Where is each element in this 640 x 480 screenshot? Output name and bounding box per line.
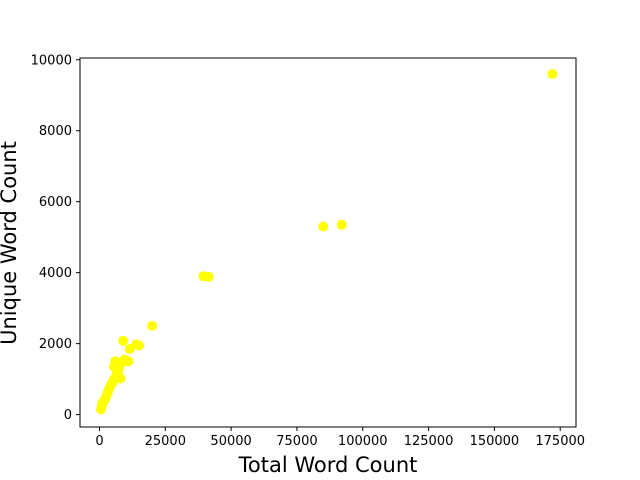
- y-axis-label: Unique Word Count: [0, 141, 21, 345]
- plot-frame: [79, 57, 577, 428]
- data-point: [318, 221, 329, 232]
- data-point: [96, 404, 107, 415]
- data-point: [118, 335, 129, 346]
- data-point: [147, 320, 158, 331]
- data-point: [336, 219, 347, 230]
- x-tick-label: 0: [95, 434, 103, 449]
- x-tick-label: 125000: [404, 434, 454, 449]
- x-tick-label: 150000: [470, 434, 520, 449]
- y-tick-label: 10000: [31, 53, 72, 68]
- x-tick-label: 100000: [338, 434, 388, 449]
- data-point: [124, 343, 135, 354]
- data-point: [198, 271, 209, 282]
- y-tick-label: 8000: [39, 124, 72, 139]
- data-point: [108, 361, 119, 372]
- data-point: [547, 68, 558, 79]
- y-tick-label: 6000: [39, 195, 72, 210]
- y-tick-label: 0: [64, 408, 72, 423]
- y-tick-label: 2000: [39, 337, 72, 352]
- y-tick-label: 4000: [39, 266, 72, 281]
- x-tick-label: 50000: [210, 434, 251, 449]
- axis-ticks: 0 25000 50000 75000 100000 125000 150000 175000…: [31, 53, 585, 449]
- x-tick-label: 175000: [535, 434, 585, 449]
- x-tick-label: 25000: [145, 434, 186, 449]
- x-axis-label: Total Word Count: [238, 453, 418, 477]
- x-tick-label: 75000: [276, 434, 317, 449]
- data-points: [96, 68, 558, 415]
